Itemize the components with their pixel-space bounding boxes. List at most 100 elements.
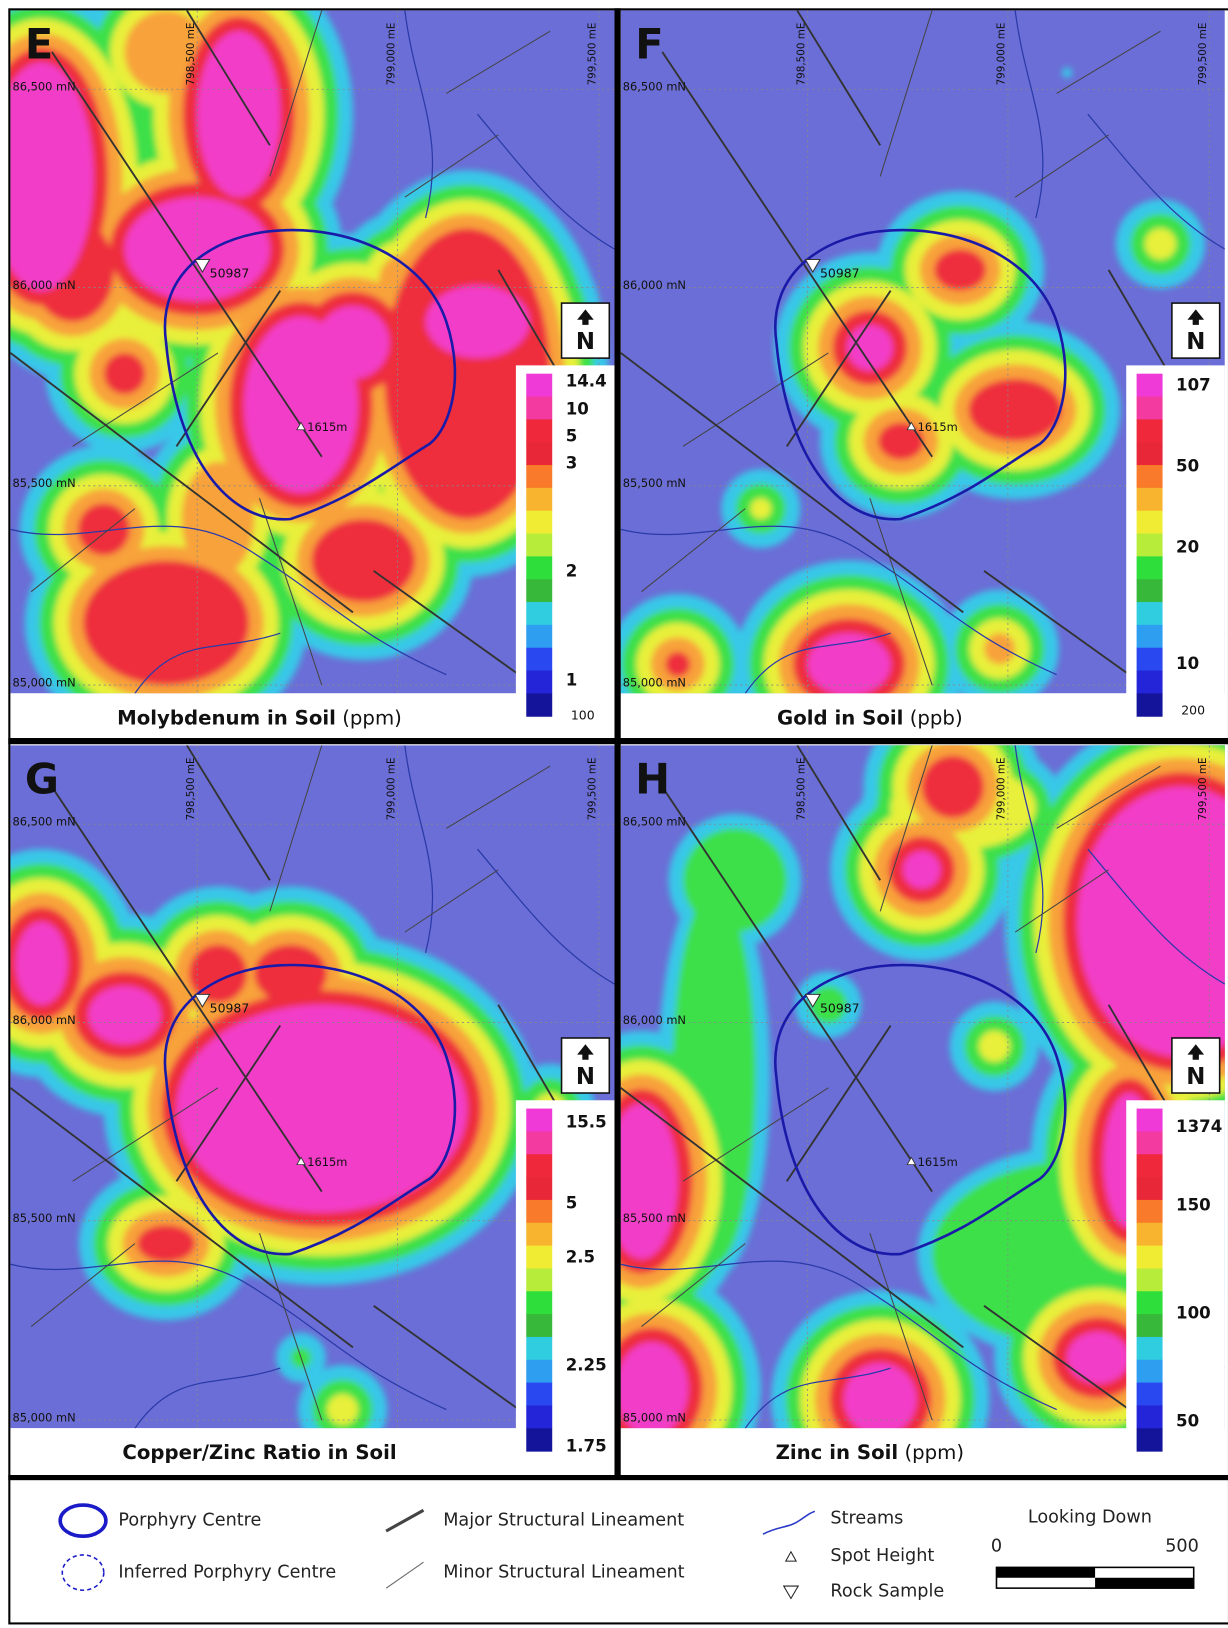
- easting-label: 799,500 mE: [587, 757, 599, 820]
- colorbar-swatch: [526, 374, 552, 397]
- easting-label: 799,000 mE: [996, 23, 1008, 86]
- colorbar-swatch: [526, 1154, 552, 1177]
- colorbar-swatch: [1137, 671, 1163, 694]
- legend-label: Streams: [830, 1509, 903, 1529]
- divider: [8, 1475, 1228, 1480]
- colorbar-swatch: [1137, 693, 1163, 716]
- colorbar-swatch: [1137, 465, 1163, 488]
- heat-contour: [254, 945, 327, 1003]
- north-label: N: [1186, 329, 1205, 355]
- colorbar-swatch: [526, 671, 552, 694]
- northing-label: 86,000 mN: [12, 278, 75, 292]
- colorbar-swatch: [526, 1360, 552, 1383]
- heat-contour: [665, 652, 690, 677]
- colorbar-swatch: [526, 397, 552, 420]
- colorbar-swatch: [1137, 419, 1163, 442]
- colorbar-label: 107: [1176, 376, 1211, 395]
- map-panel: 509871615m86,500 mN86,000 mN85,500 mN85,…: [607, 10, 1225, 768]
- northing-label: 85,000 mN: [623, 1410, 686, 1424]
- colorbar-label: 50: [1176, 1412, 1199, 1431]
- colorbar-swatch: [526, 488, 552, 511]
- heat-contour: [104, 353, 146, 395]
- heat-contour: [1145, 228, 1176, 259]
- colorbar-swatch: [1137, 1200, 1163, 1223]
- north-label: N: [576, 329, 595, 355]
- colorbar-label: 150: [1176, 1196, 1211, 1215]
- colorbar-swatch: [526, 534, 552, 557]
- caption-title: Gold in Soil: [777, 706, 903, 729]
- panel-letter: H: [635, 755, 670, 804]
- north-label: N: [1186, 1064, 1205, 1090]
- colorbar-label: 2.25: [566, 1356, 607, 1375]
- legend-label: Rock Sample: [830, 1581, 944, 1601]
- colorbar-swatch: [1137, 648, 1163, 671]
- easting-label: 799,000 mE: [996, 757, 1008, 820]
- northing-label: 85,500 mN: [623, 1211, 686, 1225]
- easting-label: 799,000 mE: [385, 757, 397, 820]
- colorbar-swatch: [526, 1291, 552, 1314]
- colorbar-swatch: [526, 625, 552, 648]
- heat-contour: [922, 756, 984, 818]
- colorbar-swatch: [1137, 488, 1163, 511]
- northing-label: 85,500 mN: [12, 476, 75, 490]
- northing-label: 86,500 mN: [623, 80, 686, 94]
- colorbar-swatch: [1137, 397, 1163, 420]
- colorbar-swatch: [1137, 1154, 1163, 1177]
- colorbar-swatch: [526, 648, 552, 671]
- caption-title: Zinc in Soil: [776, 1441, 899, 1464]
- legend-label: Porphyry Centre: [118, 1511, 261, 1531]
- spot-height-label: 1615m: [307, 1155, 347, 1169]
- northing-label: 85,500 mN: [623, 476, 686, 490]
- colorbar-swatch: [526, 1383, 552, 1406]
- colorbar-swatch: [1137, 1314, 1163, 1337]
- colorbar-swatch: [526, 1428, 552, 1451]
- colorbar-swatch: [526, 1109, 552, 1132]
- scale-bar-segment: [1095, 1578, 1194, 1588]
- heat-contour: [317, 306, 390, 379]
- colorbar-swatch: [1137, 534, 1163, 557]
- panel-caption: Gold in Soil (ppb): [777, 706, 963, 729]
- colorbar-swatch: [1137, 1428, 1163, 1451]
- easting-label: 799,000 mE: [385, 23, 397, 86]
- colorbar-label: 1.75: [566, 1436, 607, 1455]
- heat-contour: [968, 379, 1061, 441]
- spot-height-label: 1615m: [918, 420, 958, 434]
- caption-title: Copper/Zinc Ratio in Soil: [122, 1441, 396, 1464]
- colorbar-swatch: [526, 1246, 552, 1269]
- rock-sample-label: 50987: [820, 1000, 860, 1015]
- caption-unit: (ppm): [904, 1441, 964, 1464]
- colorbar-label: 50: [1176, 457, 1199, 476]
- panel-letter: G: [25, 755, 59, 804]
- colorbar-label: 20: [1176, 538, 1199, 557]
- colorbar-label: 14.4: [566, 371, 607, 390]
- legend-label: 500: [1165, 1537, 1199, 1557]
- northing-label: 86,500 mN: [623, 815, 686, 829]
- easting-label: 798,500 mE: [795, 757, 807, 820]
- caption-unit: (ppm): [342, 706, 402, 729]
- heat-contour: [1067, 1332, 1129, 1384]
- colorbar-swatch: [526, 1177, 552, 1200]
- map-panel: 509871615m86,500 mN86,000 mN85,500 mN85,…: [0, 0, 614, 743]
- heat-contour: [16, 922, 68, 1005]
- colorbar-swatch: [526, 1131, 552, 1154]
- heat-contour: [182, 462, 255, 576]
- rock-sample-label: 50987: [820, 266, 860, 281]
- heat-contour: [197, 31, 280, 197]
- heat-contour: [979, 1031, 1010, 1062]
- colorbar-swatch: [1137, 1177, 1163, 1200]
- legend-stream: [763, 1511, 815, 1534]
- easting-label: 798,500 mE: [185, 757, 197, 820]
- colorbar-swatch: [1137, 625, 1163, 648]
- northing-label: 86,000 mN: [623, 278, 686, 292]
- colorbar-label: 15.5: [566, 1113, 607, 1132]
- colorbar-swatch: [526, 1405, 552, 1428]
- colorbar-swatch: [526, 442, 552, 465]
- colorbar-swatch: [1137, 556, 1163, 579]
- colorbar-swatch: [526, 1337, 552, 1360]
- colorbar-swatch: [1137, 1405, 1163, 1428]
- colorbar-swatch: [1137, 374, 1163, 397]
- panel-caption: Copper/Zinc Ratio in Soil: [122, 1441, 396, 1464]
- legend-minor: [386, 1562, 423, 1588]
